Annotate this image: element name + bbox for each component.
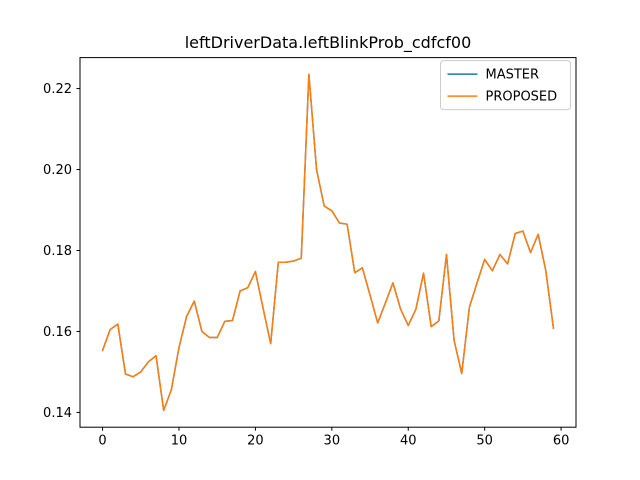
legend-label: PROPOSED <box>486 90 558 105</box>
y-tick-label: 0.16 <box>43 325 72 340</box>
y-tick-label: 0.18 <box>43 244 72 259</box>
chart-title: leftDriverData.leftBlinkProb_cdfcf00 <box>185 33 472 53</box>
x-tick-label: 30 <box>324 434 341 449</box>
x-tick-label: 60 <box>553 434 570 449</box>
x-tick-label: 0 <box>98 434 106 449</box>
legend-label: MASTER <box>486 68 540 83</box>
axes-spines <box>79 57 577 428</box>
x-tick-label: 50 <box>476 434 493 449</box>
x-tick-label: 40 <box>400 434 417 449</box>
x-tick-label: 20 <box>247 434 264 449</box>
y-tick-label: 0.14 <box>43 406 72 421</box>
y-tick-label: 0.20 <box>43 163 72 178</box>
series-line-proposed <box>101 73 555 412</box>
y-tick-label: 0.22 <box>43 82 72 97</box>
legend-box <box>440 60 571 111</box>
x-tick-label: 10 <box>171 434 188 449</box>
